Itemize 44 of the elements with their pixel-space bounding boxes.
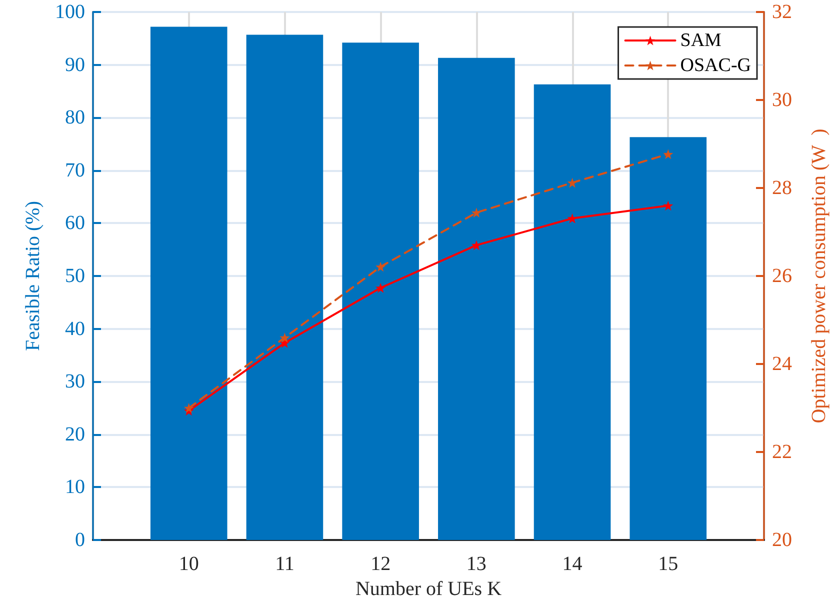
bar [438, 58, 515, 540]
y-tick-label: 60 [65, 212, 85, 234]
y2-tick-label: 28 [772, 177, 792, 199]
x-axis-title: Number of UEs K [355, 578, 502, 600]
y-tick-label: 0 [75, 529, 85, 551]
point [184, 403, 194, 413]
x-tick-label: 10 [178, 553, 199, 575]
y2-tick-label: 30 [772, 89, 792, 111]
y2-axis-title: Optimized power consumption (W ) [808, 128, 830, 424]
x-tick-label: 13 [466, 553, 486, 575]
bar [534, 84, 611, 540]
y-tick-label: 90 [65, 54, 85, 76]
y-axis-title: Feasible Ratio (%) [22, 201, 44, 351]
y-tick-label: 50 [65, 265, 85, 287]
point [471, 240, 482, 250]
y-tick-label: 100 [55, 1, 85, 23]
y-tick-label: 70 [65, 159, 85, 182]
x-tick-label: 12 [370, 553, 391, 575]
y-tick-label: 80 [65, 106, 85, 129]
bar [630, 137, 707, 540]
y2-tick-label: 26 [772, 265, 792, 287]
y2-tick-label: 22 [772, 441, 792, 463]
point [376, 262, 386, 272]
point [567, 178, 578, 188]
legend-label: OSAC-G [680, 55, 752, 76]
y2-tick-label: 20 [772, 529, 792, 551]
x-tick-label: 15 [658, 553, 678, 575]
point [663, 149, 674, 160]
legend-label: SAM [680, 30, 722, 51]
point [663, 200, 674, 211]
point [280, 332, 290, 343]
x-tick-label: 11 [275, 553, 294, 575]
bar [150, 26, 228, 540]
y-tick-label: 30 [65, 370, 85, 393]
y2-tick-label: 24 [772, 353, 792, 375]
point [376, 282, 386, 293]
y-tick-label: 10 [65, 476, 85, 498]
y2-tick-label: 32 [772, 1, 792, 23]
bar [246, 34, 324, 540]
y-tick-label: 20 [65, 423, 85, 446]
bar [342, 42, 419, 540]
y-tick-label: 40 [65, 318, 85, 340]
x-tick-label: 14 [562, 553, 582, 575]
point [471, 208, 482, 218]
